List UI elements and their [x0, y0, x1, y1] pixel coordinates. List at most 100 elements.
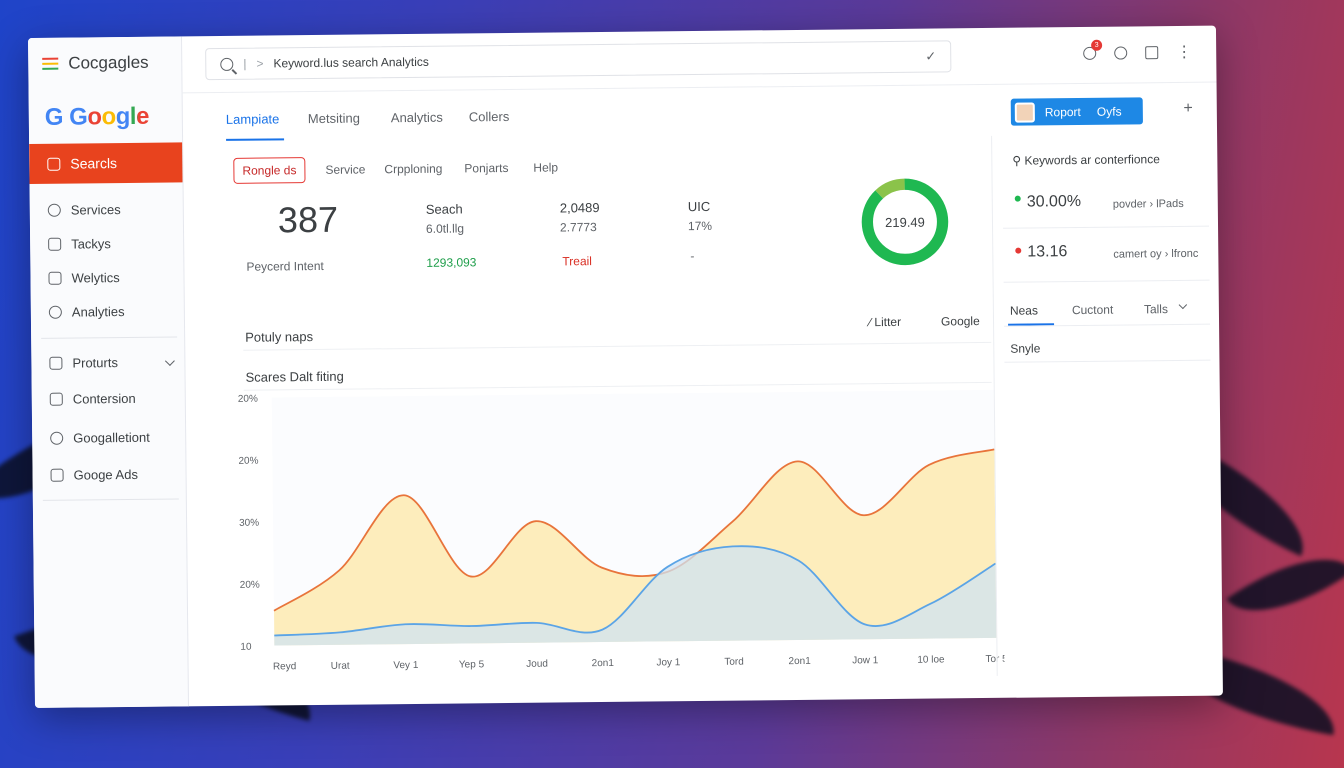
- stat-col3-value: 17%: [687, 218, 713, 234]
- more-icon[interactable]: ⋮: [1176, 43, 1193, 61]
- x-tick-label: Tor 5: [985, 654, 1004, 665]
- lock-icon: [47, 157, 61, 171]
- right-tab-talls[interactable]: Talls: [1143, 302, 1168, 317]
- x-tick-label: Yep 5: [459, 659, 485, 670]
- series-line: [274, 545, 997, 637]
- metric-value: 30.00%: [1026, 192, 1082, 211]
- clear-search-icon[interactable]: ✓: [925, 48, 937, 64]
- google-link[interactable]: Google: [940, 314, 980, 329]
- search-bar[interactable]: | > Keyword.lus search Analytics ✓: [205, 40, 952, 81]
- brand: Cocgagles: [42, 53, 149, 74]
- sidebar-divider: [41, 336, 178, 339]
- y-tick-label: 30%: [239, 518, 259, 529]
- stat-col2-title: 2,0489: [559, 200, 600, 216]
- subtab-help[interactable]: Help: [533, 160, 559, 175]
- y-tick-label: 20%: [240, 580, 260, 591]
- tag-icon: [48, 237, 62, 251]
- main-content: Rongle ds Service Crpploning Ponjarts He…: [229, 135, 1005, 684]
- account-icon[interactable]: [1114, 46, 1128, 60]
- x-tick-label: 2on1: [788, 656, 811, 667]
- search-divider: |: [243, 56, 247, 71]
- big-stat-label: Peycerd Intent: [246, 258, 324, 274]
- rongle-ds-chip[interactable]: Rongle ds: [233, 157, 306, 184]
- section-divider: [243, 341, 992, 351]
- style-label: Snyle: [1010, 341, 1041, 356]
- sidebar-item-label: Proturts: [72, 355, 118, 371]
- sidebar-item-label: Services: [70, 202, 121, 218]
- search-icon[interactable]: [220, 57, 234, 71]
- area-chart: 20% 20% 30% 20% 10 Reyd Urat Vey 1 Yep 5 Joud 2on1…: [238, 389, 1005, 672]
- donut-label: 219.49: [885, 214, 925, 230]
- right-divider: [1003, 279, 1210, 283]
- sidebar-item-label: Searcls: [70, 155, 118, 172]
- top-icons: 3 ⋮: [1083, 39, 1193, 61]
- subtab-ponjarts[interactable]: Ponjarts: [464, 160, 509, 176]
- sidebar-item-analyties[interactable]: Analyties: [48, 303, 179, 320]
- sidebar-item-services[interactable]: Services: [47, 201, 178, 218]
- tab-collers[interactable]: Collers: [468, 108, 510, 125]
- stat-col1-title: Seach: [425, 201, 463, 217]
- x-tick-label: Jow 1: [852, 655, 879, 666]
- metric-desc: povder › lPads: [1112, 197, 1184, 211]
- menu-icon[interactable]: [42, 57, 59, 70]
- active-tab-indicator: [226, 138, 285, 141]
- donut-chart: [861, 178, 949, 266]
- subtab-crpploning[interactable]: Crpploning: [384, 161, 443, 177]
- tab-lampiate[interactable]: Lampiate: [225, 111, 280, 127]
- sidebar-item-googe-ads[interactable]: Googe Ads: [50, 466, 181, 483]
- apps-icon[interactable]: [1145, 46, 1159, 60]
- stat-col3-trend: -: [690, 249, 695, 264]
- x-tick-label: Tord: [724, 657, 744, 668]
- metric-desc: camert oy › lfronc: [1113, 247, 1199, 261]
- box-icon: [49, 356, 63, 370]
- right-divider: [1003, 225, 1210, 229]
- chevron-down-icon[interactable]: [1178, 300, 1188, 310]
- filter-label: Litter: [874, 314, 902, 330]
- sidebar-item-label: Analyties: [71, 304, 125, 320]
- search-input[interactable]: Keyword.lus search Analytics: [273, 54, 429, 71]
- notification-badge: 3: [1091, 39, 1103, 51]
- report-secondary-label: Oyfs: [1096, 104, 1122, 119]
- pin-icon: ⚲: [1012, 153, 1025, 168]
- sidebar-item-googalletiont[interactable]: Googalletiont: [50, 429, 180, 446]
- chevron-down-icon[interactable]: [164, 356, 175, 366]
- filter-button[interactable]: ⁄ Litter: [869, 315, 901, 329]
- report-label: Roport: [1044, 104, 1081, 119]
- series-area: [274, 546, 997, 646]
- sidebar-item-label: Welytics: [71, 270, 120, 286]
- subtab-service[interactable]: Service: [325, 162, 366, 177]
- sidebar-item-label: Googalletiont: [73, 429, 150, 446]
- right-tab-neas[interactable]: Neas: [1009, 303, 1038, 318]
- y-tick-label: 20%: [238, 394, 258, 405]
- x-tick-label: 2on1: [592, 658, 615, 669]
- right-tab-cuctont[interactable]: Cuctont: [1071, 302, 1114, 318]
- big-stat-value: 387: [277, 198, 339, 241]
- right-divider: [1004, 359, 1211, 363]
- report-button[interactable]: Roport Oyfs: [1010, 97, 1143, 126]
- sidebar-item-searcls[interactable]: Searcls: [29, 142, 183, 184]
- x-tick-label: 10 loe: [917, 654, 945, 665]
- metric-dot-red: [1015, 247, 1022, 254]
- add-icon[interactable]: +: [1183, 99, 1193, 117]
- sidebar-item-label: Contersion: [72, 390, 136, 407]
- x-tick-label: Urat: [331, 661, 350, 672]
- stat-col2-trend: Treail: [562, 254, 593, 269]
- sidebar-item-contersion[interactable]: Contersion: [49, 390, 180, 407]
- metric-dot-green: [1014, 195, 1021, 202]
- sidebar-item-proturts[interactable]: Proturts: [49, 354, 179, 371]
- sidebar-divider: [42, 498, 179, 501]
- sidebar-item-tackys[interactable]: Tackys: [48, 235, 178, 252]
- stat-col1-value: 6.0tl.llg: [425, 221, 465, 236]
- tab-analytics[interactable]: Analytics: [390, 109, 443, 126]
- sidebar-item-welytics[interactable]: Welytics: [48, 269, 178, 286]
- search-prefix: >: [256, 56, 264, 71]
- stat-col3-title: UIC: [687, 198, 711, 215]
- tab-metsiting[interactable]: Metsiting: [307, 110, 360, 127]
- x-tick-label: Reyd: [273, 661, 296, 672]
- stat-col1-trend: 1293,093: [426, 255, 477, 270]
- google-logo: G Google: [45, 103, 149, 132]
- metric-value: 13.16: [1027, 243, 1068, 261]
- donut-arc: [861, 178, 949, 266]
- filter-icon: ⁄: [868, 315, 872, 330]
- notifications-icon[interactable]: 3: [1083, 39, 1103, 60]
